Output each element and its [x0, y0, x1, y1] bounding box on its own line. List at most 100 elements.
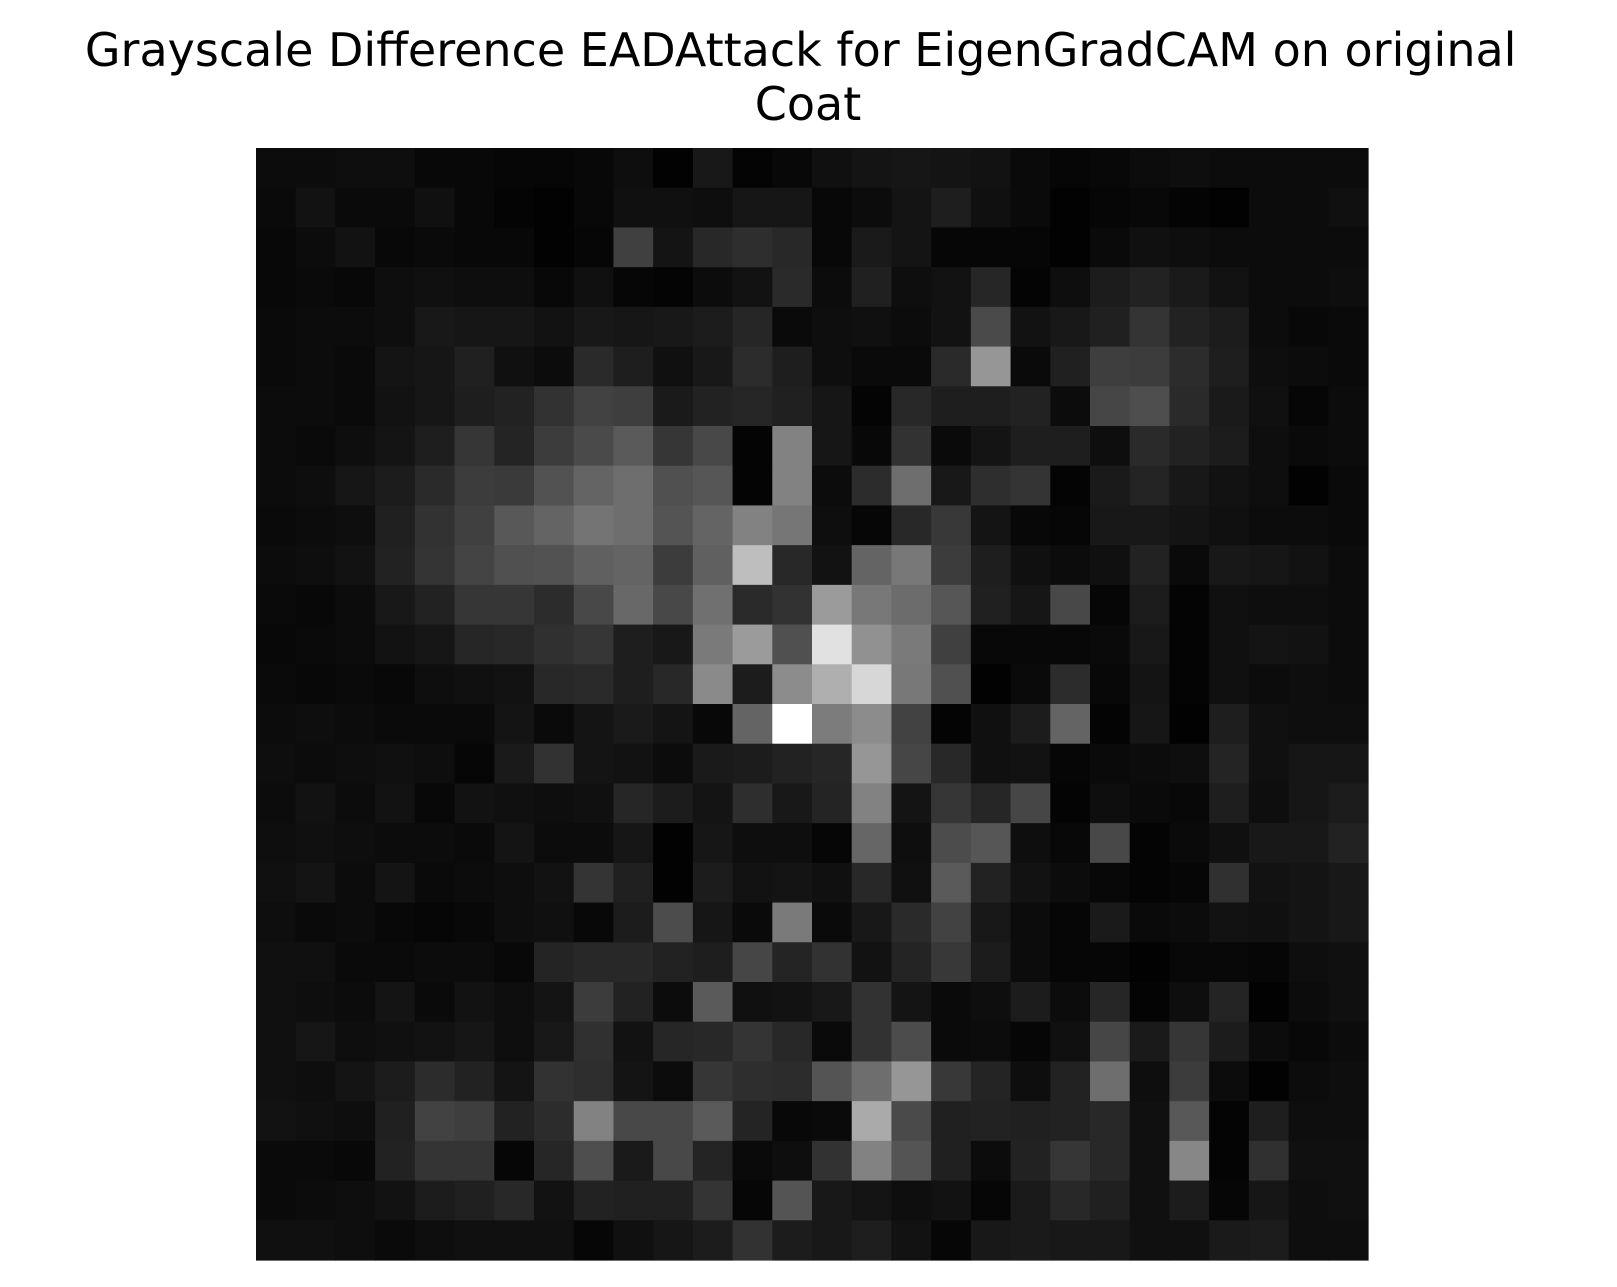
heatmap-cell — [1328, 1061, 1369, 1102]
heatmap-cell — [1010, 187, 1051, 229]
heatmap-cell — [1050, 664, 1091, 705]
heatmap-cell — [1248, 902, 1290, 943]
heatmap-cell — [732, 1021, 773, 1063]
heatmap-cell — [812, 1220, 853, 1261]
heatmap-cell — [573, 148, 615, 189]
heatmap-cell — [1169, 1220, 1210, 1261]
heatmap-cell — [454, 624, 495, 665]
heatmap-cell — [653, 187, 694, 229]
heatmap-cell — [1209, 1220, 1250, 1261]
heatmap-cell — [692, 1220, 734, 1261]
heatmap-cell — [454, 783, 495, 824]
heatmap-cell — [1248, 386, 1290, 427]
heatmap-cell — [1288, 346, 1329, 387]
heatmap-cell — [295, 267, 337, 308]
heatmap-cell — [414, 545, 456, 586]
heatmap-cell — [534, 1220, 575, 1261]
heatmap-cell — [1010, 1140, 1051, 1182]
heatmap-cell — [851, 902, 893, 943]
heatmap-cell — [851, 465, 893, 507]
heatmap-cell — [851, 148, 893, 189]
heatmap-cell — [1328, 1140, 1369, 1182]
heatmap-cell — [1328, 823, 1369, 864]
heatmap-cell — [256, 386, 297, 427]
heatmap-cell — [732, 306, 773, 348]
heatmap-cell — [653, 1180, 694, 1221]
heatmap-cell — [375, 942, 416, 983]
heatmap-cell — [335, 148, 376, 189]
heatmap-cell — [335, 942, 376, 983]
heatmap-cell — [931, 1101, 972, 1142]
heatmap-cell — [772, 267, 813, 308]
heatmap-cell — [613, 1140, 654, 1182]
heatmap-cell — [1328, 1021, 1369, 1063]
heatmap-cell — [494, 1180, 535, 1221]
heatmap-cell — [295, 1101, 337, 1142]
heatmap-cell — [1090, 1140, 1131, 1182]
heatmap-cell — [335, 1101, 376, 1142]
heatmap-cell — [1328, 505, 1369, 546]
heatmap-cell — [891, 1061, 932, 1102]
heatmap-cell — [414, 664, 456, 705]
heatmap-cell — [534, 862, 575, 904]
heatmap-cell — [1248, 1061, 1290, 1102]
heatmap-cell — [891, 1220, 932, 1261]
heatmap-cell — [1169, 743, 1210, 785]
heatmap-cell — [494, 267, 535, 308]
heatmap-cell — [1169, 584, 1210, 626]
heatmap-cell — [1248, 148, 1290, 189]
heatmap-cell — [573, 1140, 615, 1182]
heatmap-cell — [1169, 624, 1210, 665]
heatmap-cell — [1248, 306, 1290, 348]
heatmap-cell — [335, 1021, 376, 1063]
heatmap-cell — [613, 505, 654, 546]
heatmap-cell — [732, 545, 773, 586]
heatmap-cell — [851, 1021, 893, 1063]
heatmap-cell — [1169, 1021, 1210, 1063]
heatmap-cell — [692, 346, 734, 387]
heatmap-cell — [1169, 346, 1210, 387]
heatmap-cell — [1248, 823, 1290, 864]
heatmap-cell — [1288, 823, 1329, 864]
heatmap-cell — [1288, 783, 1329, 824]
heatmap-cell — [454, 1101, 495, 1142]
heatmap-cell — [1209, 505, 1250, 546]
heatmap-cell — [1248, 227, 1290, 268]
heatmap-cell — [1050, 545, 1091, 586]
heatmap-cell — [1169, 823, 1210, 864]
heatmap-cell — [851, 862, 893, 904]
heatmap-cell — [494, 306, 535, 348]
heatmap-cell — [375, 704, 416, 745]
heatmap-cell — [1328, 982, 1369, 1023]
heatmap-cell — [1328, 704, 1369, 745]
heatmap-cell — [534, 346, 575, 387]
heatmap-cell — [335, 664, 376, 705]
heatmap-cell — [970, 346, 1012, 387]
heatmap-cell — [414, 1180, 456, 1221]
heatmap-cell — [851, 823, 893, 864]
heatmap-cell — [772, 783, 813, 824]
heatmap-cell — [1090, 1180, 1131, 1221]
heatmap-cell — [1129, 584, 1171, 626]
heatmap-cell — [1010, 664, 1051, 705]
heatmap-cell — [454, 982, 495, 1023]
heatmap-cell — [891, 227, 932, 268]
heatmap-cell — [534, 465, 575, 507]
heatmap-cell — [891, 187, 932, 229]
heatmap-cell — [534, 1021, 575, 1063]
heatmap-cell — [295, 862, 337, 904]
heatmap-cell — [653, 624, 694, 665]
heatmap-cell — [1169, 664, 1210, 705]
heatmap-cell — [1288, 267, 1329, 308]
heatmap-cell — [1050, 862, 1091, 904]
heatmap-cell — [1050, 743, 1091, 785]
heatmap-cell — [653, 1220, 694, 1261]
heatmap-cell — [613, 187, 654, 229]
heatmap-cell — [295, 584, 337, 626]
heatmap-cell — [970, 1021, 1012, 1063]
heatmap-cell — [454, 1021, 495, 1063]
heatmap-cell — [931, 624, 972, 665]
heatmap-cell — [534, 1101, 575, 1142]
heatmap-cell — [812, 743, 853, 785]
heatmap-cell — [851, 346, 893, 387]
